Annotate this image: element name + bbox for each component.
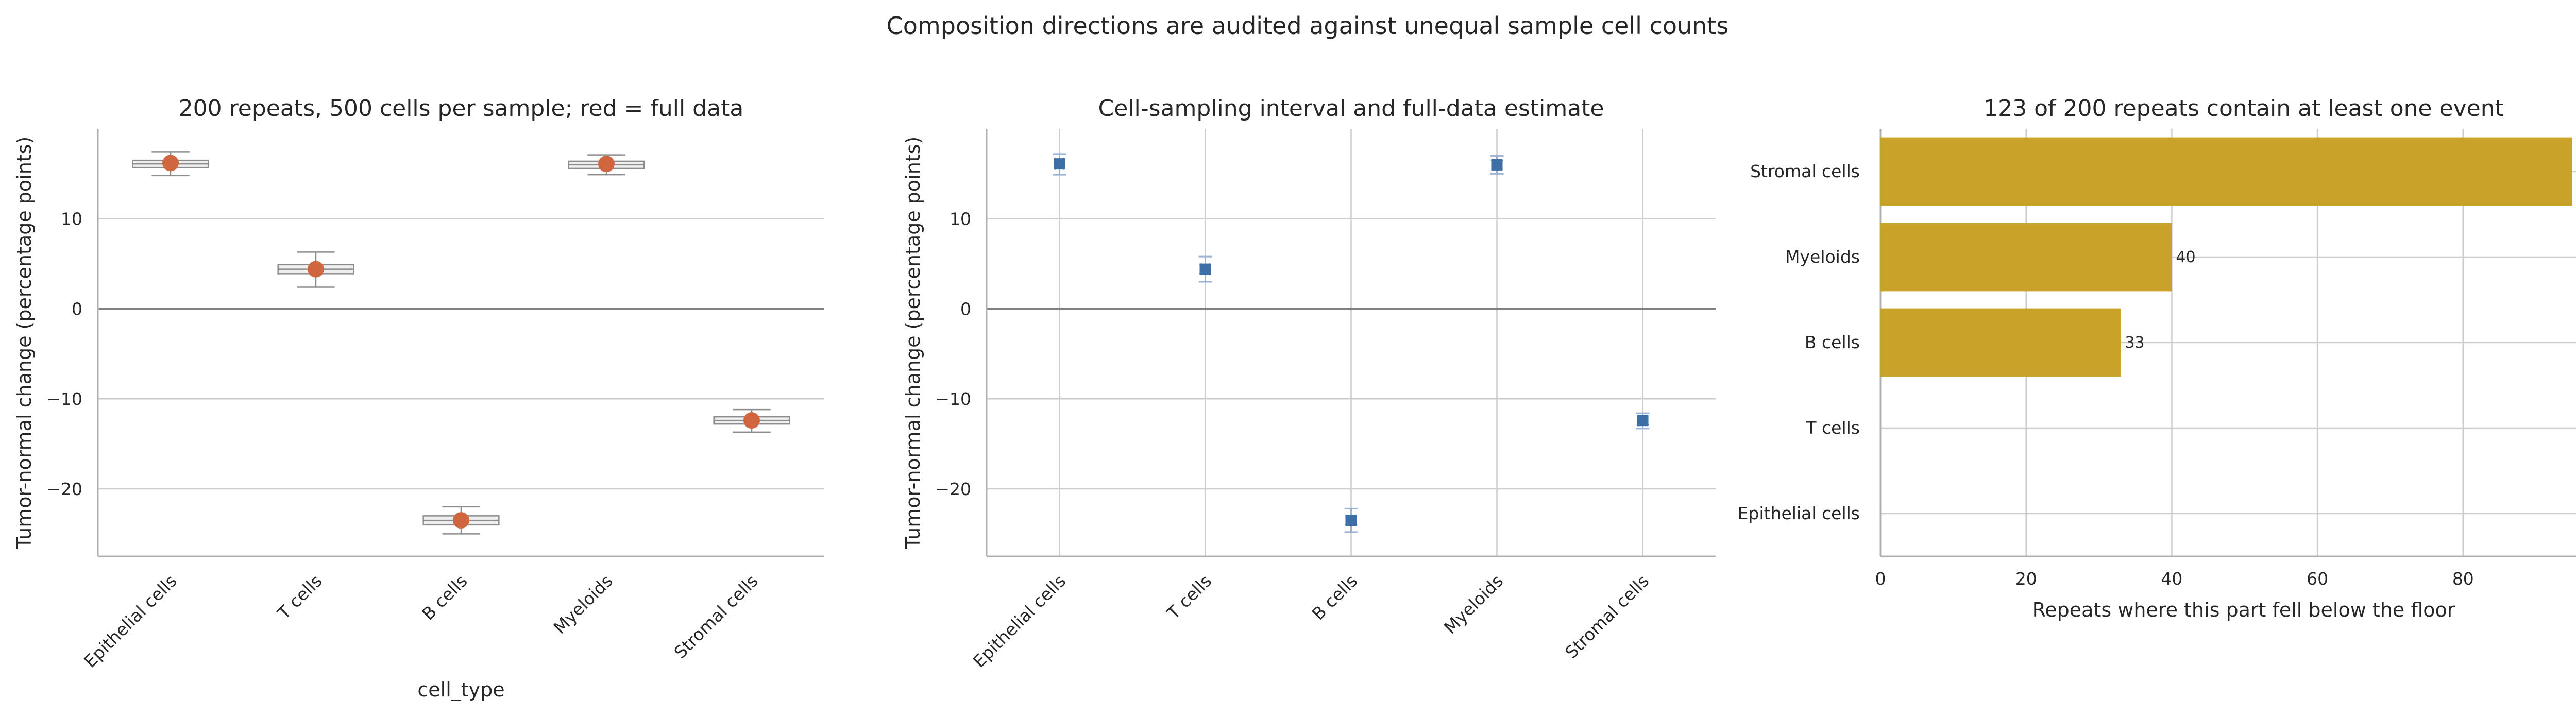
interval-panel: −20 −10 0 10 Epithelial cells T cells B cells M… xyxy=(902,95,1716,671)
y-tick-label: T cells xyxy=(1805,418,1860,438)
y-tick-label: 0 xyxy=(72,299,82,319)
y-axis-label: Tumor-normal change (percentage points) xyxy=(902,137,924,550)
y-tick-label: −20 xyxy=(46,479,82,499)
bar xyxy=(1880,137,2572,206)
bar-value-label: 40 xyxy=(2176,248,2195,266)
y-axis-label: Tumor-normal change (percentage points) xyxy=(13,137,36,550)
figure-title: Composition directions are audited again… xyxy=(887,12,1729,40)
x-tick-label: 40 xyxy=(2161,569,2182,589)
y-tick-label: 10 xyxy=(61,209,82,229)
full-data-marker xyxy=(1053,158,1066,170)
y-tick-label: Stromal cells xyxy=(1750,161,1860,181)
x-tick-label: Myeloids xyxy=(550,571,617,638)
x-tick-label: Epithelial cells xyxy=(969,571,1070,671)
x-tick-label: B cells xyxy=(418,571,471,624)
full-data-point xyxy=(162,155,179,172)
bar-value-label: 33 xyxy=(2125,334,2144,352)
y-tick-label: 10 xyxy=(950,209,971,229)
full-data-point xyxy=(598,156,615,173)
x-tick-label: Epithelial cells xyxy=(80,571,180,671)
panel-title: 200 repeats, 500 cells per sample; red =… xyxy=(179,95,744,122)
x-axis-label: Repeats where this part fell below the f… xyxy=(2032,599,2455,621)
x-tick-label: 20 xyxy=(2015,569,2037,589)
y-tick-label: −10 xyxy=(46,389,82,409)
full-data-point xyxy=(743,412,760,429)
boxplot-panel: −20 −10 0 10 Epithelial cells T cells B cells M… xyxy=(13,95,824,701)
y-tick-label: B cells xyxy=(1805,332,1860,352)
x-tick-label: B cells xyxy=(1308,571,1361,624)
x-tick-label: Stromal cells xyxy=(670,571,762,662)
bar xyxy=(1880,308,2121,377)
y-tick-label: Epithelial cells xyxy=(1738,503,1860,523)
full-data-marker xyxy=(1199,263,1212,276)
full-data-marker xyxy=(1636,414,1649,427)
panel-title: Cell-sampling interval and full-data est… xyxy=(1098,95,1604,122)
y-tick-label: −10 xyxy=(935,389,971,409)
full-data-marker xyxy=(1490,159,1503,171)
x-tick-label: 60 xyxy=(2307,569,2328,589)
y-tick-label: Myeloids xyxy=(1785,247,1860,267)
panel-title: 123 of 200 repeats contain at least one … xyxy=(1984,95,2504,122)
x-tick-label: 0 xyxy=(1875,569,1886,589)
x-axis-label: cell_type xyxy=(417,678,504,701)
bar xyxy=(1880,223,2172,292)
x-tick-label: Myeloids xyxy=(1440,571,1507,638)
x-tick-label: T cells xyxy=(1163,571,1215,623)
full-data-marker xyxy=(1345,514,1358,526)
full-data-point xyxy=(308,261,324,278)
x-tick-label: Stromal cells xyxy=(1561,571,1653,662)
x-tick-label: 80 xyxy=(2452,569,2474,589)
full-data-point xyxy=(453,512,469,529)
y-tick-label: −20 xyxy=(935,479,971,499)
x-tick-label: T cells xyxy=(273,571,326,623)
y-tick-label: 0 xyxy=(960,299,971,319)
